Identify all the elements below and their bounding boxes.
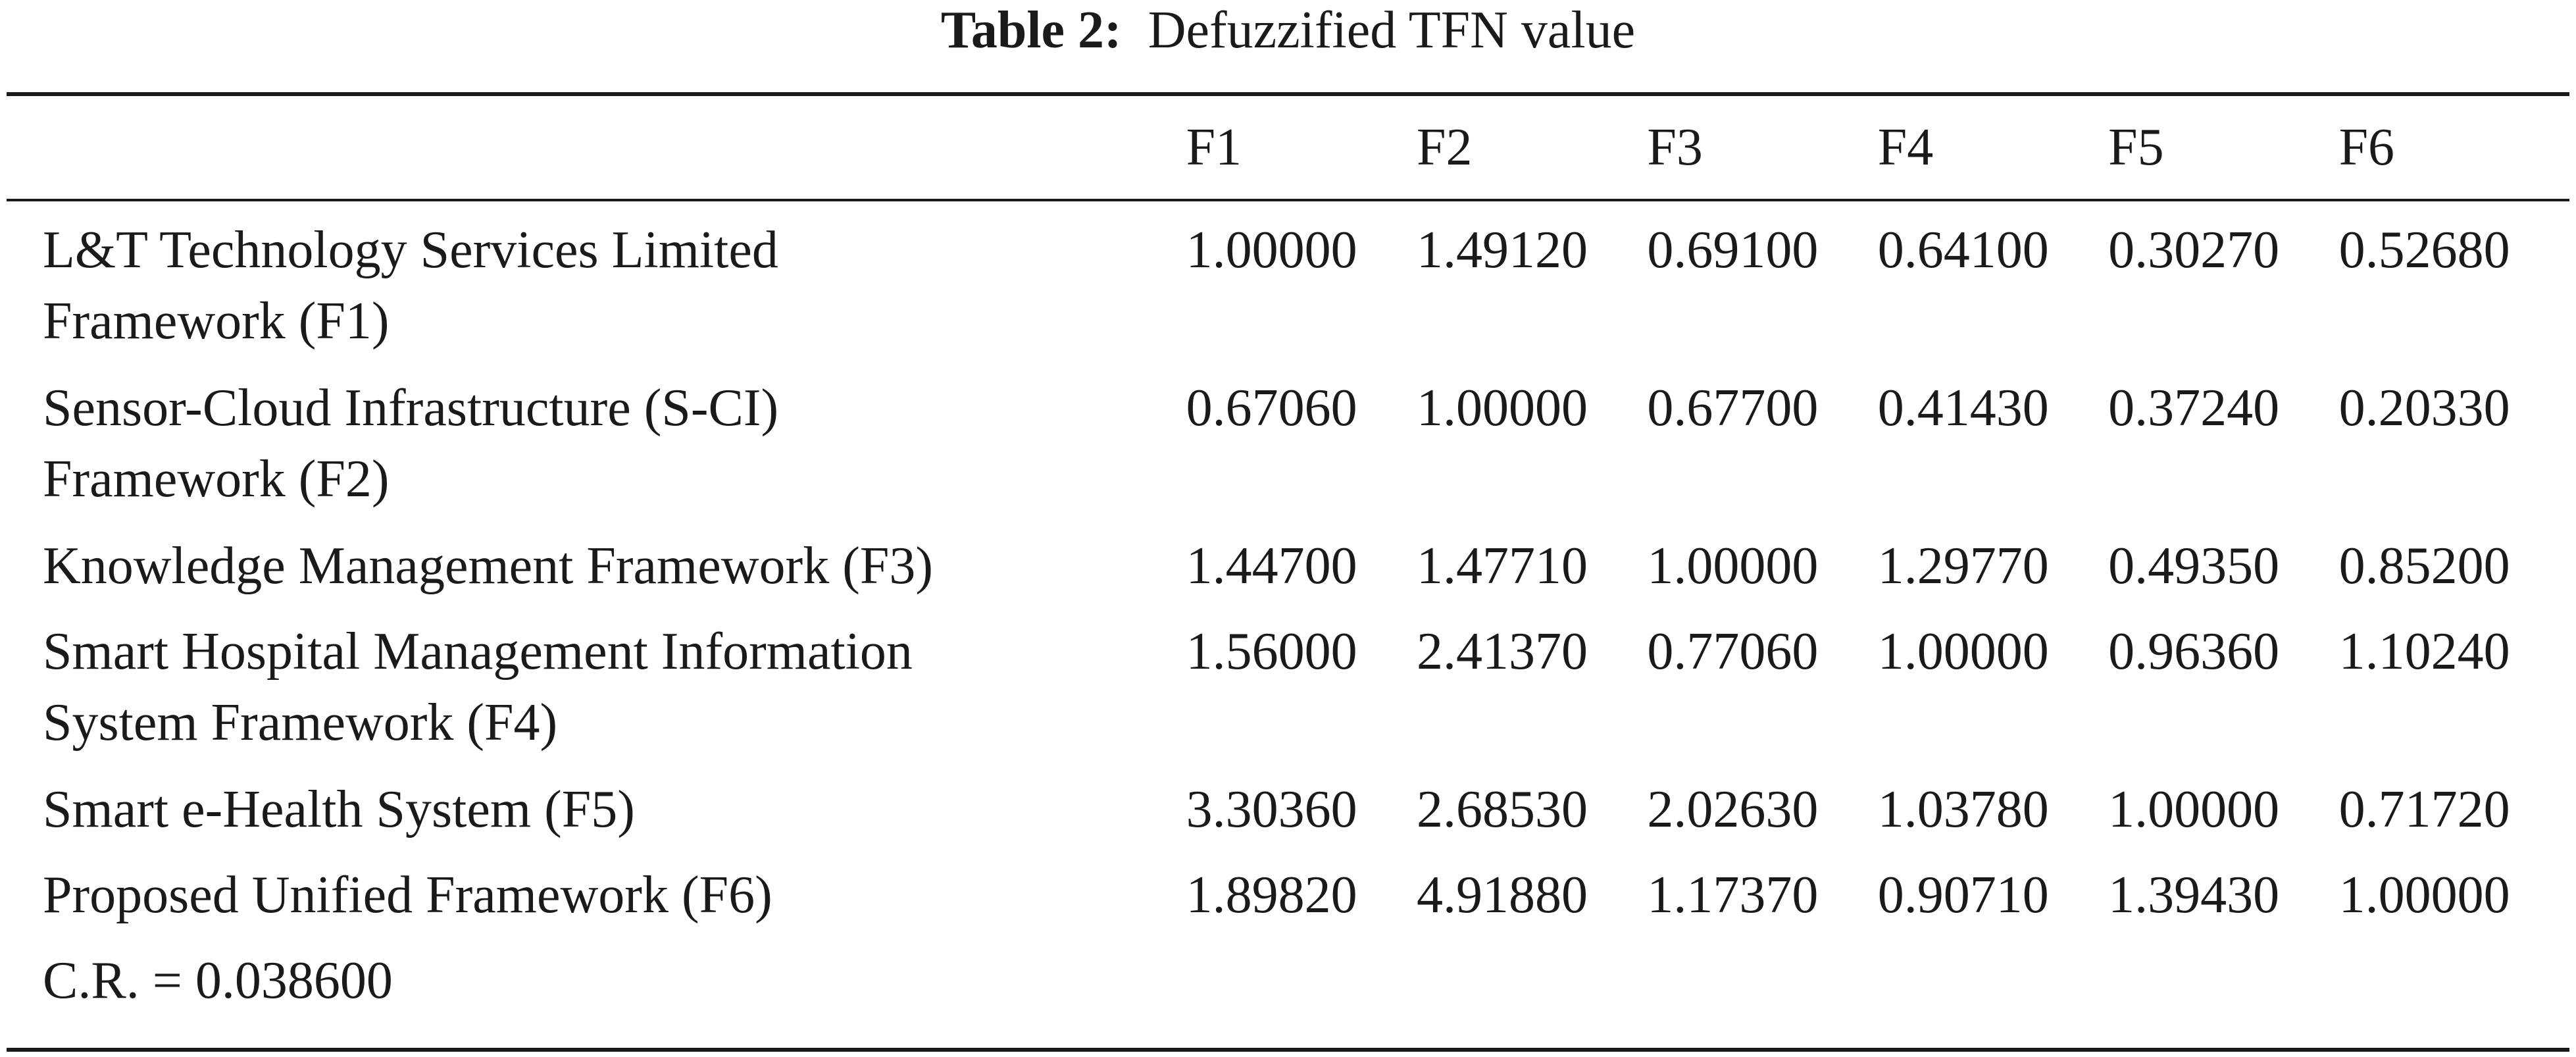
row-label: Knowledge Management Framework (F3) xyxy=(7,530,1186,616)
value-cell: 0.77060 xyxy=(1647,623,1819,681)
value-cell: 4.91880 xyxy=(1417,866,1588,924)
table-row: L&T Technology Services Limited Framewor… xyxy=(7,199,2569,373)
row-label-line: Proposed Unified Framework (F6) xyxy=(43,866,772,924)
table-row: Knowledge Management Framework (F3) 1.44… xyxy=(7,530,2569,616)
value-cell: 1.49120 xyxy=(1417,221,1588,279)
value-cell: 1.47710 xyxy=(1417,537,1588,595)
row-label-line: Smart e-Health System (F5) xyxy=(43,781,635,838)
table-caption: Table 2: Defuzzified TFN value xyxy=(0,0,2576,61)
row-label-line: L&T Technology Services Limited xyxy=(43,221,778,279)
value-cell: 0.96360 xyxy=(2108,623,2280,681)
value-cell: 0.64100 xyxy=(1877,221,2049,279)
value-cell: 0.67700 xyxy=(1647,379,1819,437)
empty-cell xyxy=(1417,945,1647,1037)
consistency-ratio: C.R. = 0.038600 xyxy=(43,952,393,1010)
defuzzified-tfn-table: F1 F2 F3 F4 F5 F6 L&T Technology Service… xyxy=(7,96,2569,1037)
row-label-line: Sensor-Cloud Infrastructure (S-CI) xyxy=(43,379,779,437)
row-label: Sensor-Cloud Infrastructure (S-CI) Frame… xyxy=(7,373,1186,530)
value-cell: 1.00000 xyxy=(1417,379,1588,437)
column-header: F6 xyxy=(2338,118,2395,176)
empty-cell xyxy=(2339,945,2569,1037)
column-header: F5 xyxy=(2108,118,2164,176)
column-header: F4 xyxy=(1877,118,1934,176)
value-cell: 0.30270 xyxy=(2108,221,2280,279)
bottom-rule xyxy=(7,1048,2569,1052)
value-cell: 1.89820 xyxy=(1186,866,1357,924)
value-cell: 0.67060 xyxy=(1186,379,1357,437)
value-cell: 1.00000 xyxy=(2108,781,2280,838)
row-label: Smart Hospital Management Information Sy… xyxy=(7,616,1186,774)
value-cell: 0.69100 xyxy=(1647,221,1819,279)
table-row: Sensor-Cloud Infrastructure (S-CI) Frame… xyxy=(7,373,2569,530)
caption-label: Table 2: xyxy=(940,1,1122,59)
empty-cell xyxy=(1878,945,2108,1037)
row-label: Smart e-Health System (F5) xyxy=(7,774,1186,860)
value-cell: 0.52680 xyxy=(2338,221,2510,279)
column-header: F2 xyxy=(1417,118,1473,176)
value-cell: 0.41430 xyxy=(1877,379,2049,437)
row-label-line: Framework (F1) xyxy=(43,292,390,350)
value-cell: 2.41370 xyxy=(1417,623,1588,681)
table-row: Smart e-Health System (F5) 3.30360 2.685… xyxy=(7,774,2569,860)
value-cell: 2.68530 xyxy=(1417,781,1588,838)
empty-cell xyxy=(1647,945,1877,1037)
value-cell: 1.00000 xyxy=(1877,623,2049,681)
table-row: Smart Hospital Management Information Sy… xyxy=(7,616,2569,774)
row-label-line: Knowledge Management Framework (F3) xyxy=(43,537,933,595)
header-empty-cell xyxy=(7,96,1186,199)
value-cell: 0.37240 xyxy=(2108,379,2280,437)
value-cell: 0.90710 xyxy=(1877,866,2049,924)
value-cell: 1.44700 xyxy=(1186,537,1357,595)
row-label-line: Smart Hospital Management Information xyxy=(43,623,913,681)
caption-text: Defuzzified TFN value xyxy=(1148,1,1636,59)
value-cell: 0.20330 xyxy=(2338,379,2510,437)
table-row-footer: C.R. = 0.038600 xyxy=(7,945,2569,1037)
row-label-line: System Framework (F4) xyxy=(43,694,558,752)
value-cell: 1.00000 xyxy=(2338,866,2510,924)
row-label: Proposed Unified Framework (F6) xyxy=(7,860,1186,945)
row-label: L&T Technology Services Limited Framewor… xyxy=(7,199,1186,373)
empty-cell xyxy=(2108,945,2338,1037)
header-rule xyxy=(7,199,2569,201)
top-rule xyxy=(7,92,2569,96)
value-cell: 1.10240 xyxy=(2338,623,2510,681)
value-cell: 2.02630 xyxy=(1647,781,1819,838)
value-cell: 1.00000 xyxy=(1647,537,1819,595)
value-cell: 1.17370 xyxy=(1647,866,1819,924)
value-cell: 0.49350 xyxy=(2108,537,2280,595)
value-cell: 0.85200 xyxy=(2338,537,2510,595)
header-row: F1 F2 F3 F4 F5 F6 xyxy=(7,96,2569,199)
row-label-line: Framework (F2) xyxy=(43,450,390,508)
empty-cell xyxy=(1186,945,1417,1037)
table-row: Proposed Unified Framework (F6) 1.89820 … xyxy=(7,860,2569,945)
value-cell: 1.56000 xyxy=(1186,623,1357,681)
value-cell: 1.03780 xyxy=(1877,781,2049,838)
column-header: F1 xyxy=(1186,118,1242,176)
value-cell: 1.00000 xyxy=(1186,221,1357,279)
value-cell: 1.39430 xyxy=(2108,866,2280,924)
value-cell: 0.71720 xyxy=(2338,781,2510,838)
value-cell: 1.29770 xyxy=(1877,537,2049,595)
value-cell: 3.30360 xyxy=(1186,781,1357,838)
column-header: F3 xyxy=(1647,118,1703,176)
